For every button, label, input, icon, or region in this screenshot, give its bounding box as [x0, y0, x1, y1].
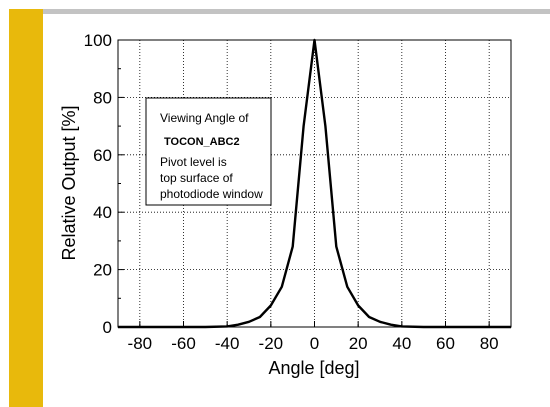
x-tick-label: 60: [436, 334, 455, 353]
y-tick-label: 0: [103, 318, 112, 337]
x-tick-label: 80: [480, 334, 499, 353]
y-tick-label: 100: [84, 31, 112, 50]
annotation-line-4: top surface of: [160, 171, 233, 185]
series-line: [118, 38, 511, 329]
x-tick-label: 20: [349, 334, 368, 353]
annotation-line-1: Viewing Angle of: [160, 111, 249, 125]
y-tick-label: 60: [93, 146, 112, 165]
series-group: [118, 38, 511, 329]
x-tick-label: -20: [259, 334, 284, 353]
annotation-line-2: TOCON_ABC2: [164, 136, 240, 148]
x-tick-label: -80: [128, 334, 153, 353]
y-tick-label: 20: [93, 261, 112, 280]
side-accent-bar: [9, 9, 43, 407]
annotation-line-5: photodiode window: [160, 187, 263, 201]
y-tick-label: 40: [93, 203, 112, 222]
x-tick-label: 0: [310, 334, 319, 353]
x-tick-label: -60: [171, 334, 196, 353]
top-rule: [43, 9, 550, 14]
y-axis-title: Relative Output [%]: [59, 105, 79, 260]
x-tick-label: -40: [215, 334, 240, 353]
x-tick-label: 40: [392, 334, 411, 353]
grid: [118, 40, 511, 327]
x-axis-title: Angle [deg]: [268, 358, 359, 378]
tick-labels: -80 -60 -40 -20 0 20 40 60 80 0 20 40 60 80 100: [84, 31, 499, 353]
annotation-line-3: Pivot level is: [160, 155, 227, 169]
y-tick-label: 80: [93, 88, 112, 107]
annotation-box: Viewing Angle of TOCON_ABC2 Pivot level …: [145, 97, 272, 206]
